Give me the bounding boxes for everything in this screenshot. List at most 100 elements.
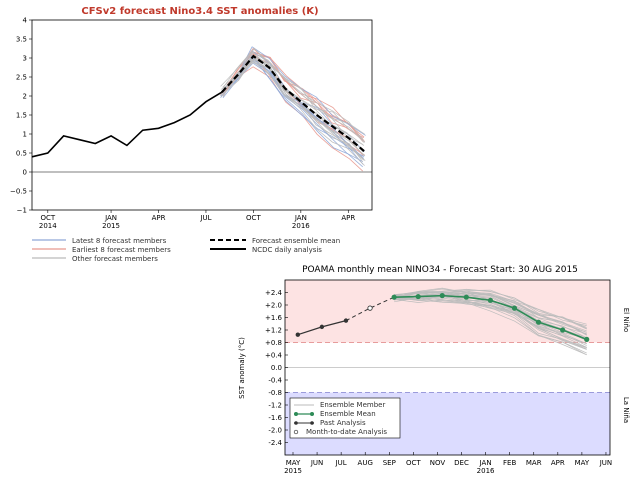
- x-tick-label: JUN: [599, 459, 612, 467]
- y-tick-label: -0.4: [268, 377, 282, 385]
- past-analysis-point: [343, 318, 349, 323]
- legend-marker-past-a: [294, 421, 298, 425]
- x-tick-label: JUN: [310, 459, 323, 467]
- x-tick-label: JUL: [335, 459, 347, 467]
- past-analysis-point: [295, 332, 301, 337]
- ensemble-mean-point: [560, 327, 566, 333]
- y-tick-label: +1.2: [265, 327, 282, 335]
- y-tick-label: +2.0: [265, 302, 282, 310]
- x-tick-year: 2015: [102, 222, 120, 230]
- y-tick-label: +0.4: [265, 352, 283, 360]
- ensemble-mean-point: [511, 305, 518, 311]
- el-nino-label: El Niño: [622, 308, 630, 333]
- ensemble-member-line: [394, 291, 587, 335]
- poama-y-axis: +2.4 +2.0 +1.6 +1.2 +0.8 +0.4 0.0 -0.4 -0.8 -1.2 -…: [265, 289, 288, 447]
- ensemble-mean-point: [463, 294, 469, 300]
- y-tick-label: 3.5: [16, 36, 27, 44]
- legend-label-past: Past Analysis: [320, 419, 366, 427]
- x-tick-label: SEP: [383, 459, 396, 467]
- ensemble-member-line: [394, 288, 587, 328]
- legend-label-earliest: Earliest 8 forecast members: [72, 246, 171, 254]
- forecast-member-line: [222, 61, 363, 162]
- legend-marker-ens-mean-b: [310, 412, 314, 416]
- past-analysis-point: [319, 324, 325, 330]
- x-tick-label: JAN: [479, 459, 492, 467]
- ensemble-mean-point: [439, 293, 445, 299]
- y-tick-label: 3: [23, 55, 27, 63]
- y-tick-label: 0: [23, 169, 27, 177]
- ensemble-member-line: [394, 291, 587, 332]
- x-tick-label: DEC: [454, 459, 469, 467]
- x-tick-label: JAN: [294, 214, 307, 222]
- cfsv2-chart: CFSv2 forecast Nino3.4 SST anomalies (K)…: [10, 6, 373, 263]
- x-tick-label: APR: [551, 459, 565, 467]
- x-tick-label: OCT: [406, 459, 421, 467]
- x-tick-year: 2016: [292, 222, 310, 230]
- ncdc-analysis-line: [31, 91, 223, 158]
- ensemble-member-line: [394, 289, 587, 325]
- forecast-member-line: [221, 56, 365, 166]
- y-tick-label: -2.0: [268, 427, 282, 435]
- poama-series: [295, 293, 590, 342]
- ensemble-member-line: [394, 299, 587, 356]
- y-tick-label: -1.2: [268, 402, 282, 410]
- legend-marker-ens-mean-a: [294, 412, 298, 416]
- cfsv2-series: [31, 54, 365, 158]
- forecast-member-line: [222, 47, 363, 139]
- y-tick-label: 1: [23, 131, 27, 139]
- y-tick-label: -2.4: [268, 439, 282, 447]
- ensemble-mean-point: [487, 297, 494, 303]
- x-tick-label: MAR: [526, 459, 542, 467]
- poama-chart: POAMA monthly mean NINO34 - Forecast Sta…: [238, 265, 630, 475]
- legend-label-latest: Latest 8 forecast members: [72, 237, 167, 245]
- y-tick-label: -0.8: [268, 389, 282, 397]
- legend-label-member: Ensemble Member: [320, 401, 385, 409]
- x-tick-label: OCT: [246, 214, 261, 222]
- cfsv2-plot-frame: [31, 19, 373, 211]
- forecast-member-line: [220, 52, 366, 143]
- cfsv2-title: CFSv2 forecast Nino3.4 SST anomalies (K): [81, 6, 318, 17]
- legend-marker-past-b: [310, 421, 314, 425]
- y-tick-label: −0.5: [10, 188, 27, 196]
- x-tick-year: 2016: [477, 467, 495, 475]
- y-tick-label: 4: [23, 17, 28, 25]
- legend-label-ncdc: NCDC daily analysis: [252, 246, 322, 254]
- forecast-ensemble-mean-line: [220, 54, 365, 152]
- cfsv2-legend: Latest 8 forecast members Earliest 8 for…: [32, 237, 340, 263]
- x-tick-label: JUL: [199, 214, 211, 222]
- x-tick-label: MAY: [575, 459, 590, 467]
- x-tick-label: FEB: [503, 459, 516, 467]
- la-nina-label: La Niña: [622, 397, 630, 423]
- x-tick-label: APR: [341, 214, 355, 222]
- y-tick-label: 0.5: [16, 150, 27, 158]
- x-tick-label: OCT: [40, 214, 55, 222]
- poama-y-label: SST anomaly (°C): [238, 337, 246, 399]
- y-tick-label: +1.6: [265, 314, 283, 322]
- poama-legend: Ensemble Member Ensemble Mean Past Analy…: [289, 397, 401, 439]
- month-to-date-point: [367, 305, 373, 311]
- y-tick-label: -1.6: [268, 414, 282, 422]
- ensemble-mean-point: [415, 293, 421, 300]
- poama-title: POAMA monthly mean NINO34 - Forecast Sta…: [302, 265, 578, 275]
- x-tick-year: 2015: [284, 467, 302, 475]
- x-tick-label: NOV: [430, 459, 446, 467]
- y-tick-label: +0.8: [265, 339, 282, 347]
- x-tick-label: JAN: [104, 214, 117, 222]
- ensemble-mean-point: [584, 336, 590, 342]
- legend-label-mean: Forecast ensemble mean: [252, 237, 340, 245]
- y-tick-label: 1.5: [16, 112, 27, 120]
- x-tick-year: 2014: [39, 222, 57, 230]
- ensemble-mean-point: [391, 294, 397, 300]
- y-tick-label: 2: [23, 93, 27, 101]
- y-tick-label: 0.0: [271, 364, 282, 372]
- legend-label-other: Other forecast members: [72, 255, 158, 263]
- ensemble-mean-point: [535, 319, 542, 325]
- legend-label-ens-mean: Ensemble Mean: [320, 410, 376, 418]
- x-tick-label: MAY: [286, 459, 301, 467]
- legend-marker-mtd: [293, 429, 299, 435]
- cfsv2-y-axis: −1 −0.5 0 0.5 1 1.5 2 2.5 3 3.5 4: [10, 17, 32, 215]
- analysis-connector-line: [345, 296, 395, 322]
